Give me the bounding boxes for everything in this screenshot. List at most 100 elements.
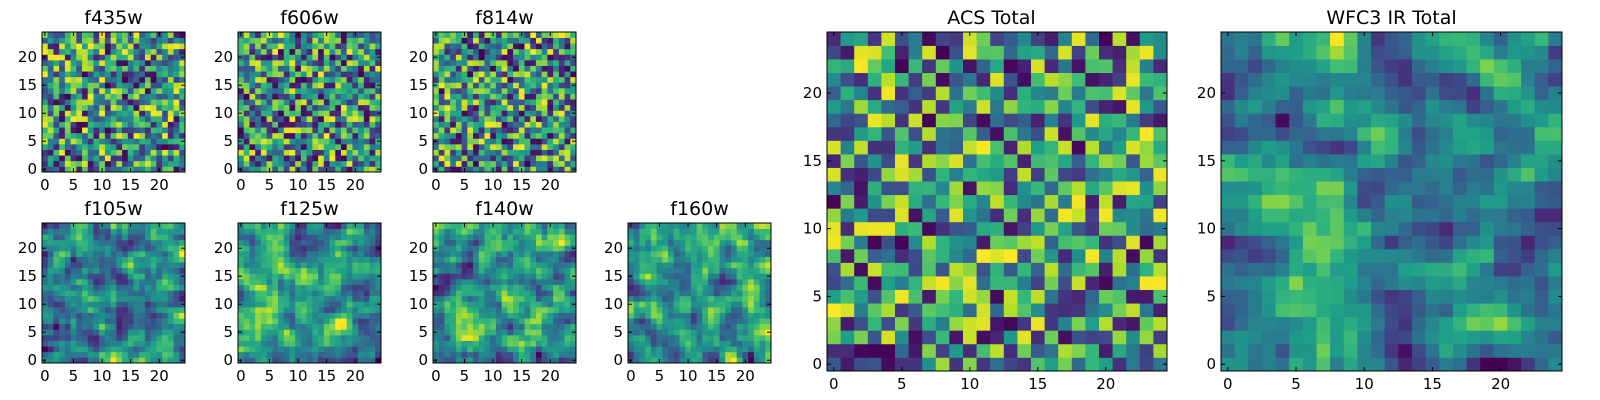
y-tick-label: 20 xyxy=(409,48,428,66)
heatmap-cell xyxy=(122,239,129,246)
heatmap-cell xyxy=(553,121,560,128)
heatmap-cell xyxy=(564,228,571,235)
heatmap-cell xyxy=(346,99,353,106)
heatmap-cell xyxy=(696,273,703,280)
heatmap-cell xyxy=(238,43,245,50)
heatmap-cell xyxy=(179,312,186,319)
heatmap-cell xyxy=(558,104,565,111)
heatmap-cell xyxy=(679,301,686,308)
heatmap-cell xyxy=(696,245,703,252)
heatmap-cell xyxy=(438,160,445,167)
heatmap-cell xyxy=(473,65,480,72)
heatmap-cell xyxy=(685,239,692,246)
heatmap-cell xyxy=(167,335,174,341)
heatmap-cell xyxy=(867,330,882,345)
heatmap-cell xyxy=(461,82,468,89)
heatmap-cell xyxy=(685,256,692,263)
heatmap-cell xyxy=(748,318,755,325)
heatmap-cell xyxy=(495,54,502,61)
heatmap-cell xyxy=(570,116,577,122)
heatmap-cell xyxy=(59,155,66,162)
heatmap-cell xyxy=(300,121,307,128)
heatmap-cell xyxy=(518,71,525,78)
heatmap-cell xyxy=(260,279,267,285)
heatmap-cell xyxy=(963,357,977,372)
heatmap-cell xyxy=(467,88,474,94)
heatmap-cell xyxy=(110,144,117,150)
heatmap-cell xyxy=(518,312,525,319)
heatmap-cell xyxy=(104,65,111,72)
heatmap-cell xyxy=(116,93,123,100)
heatmap-cell xyxy=(444,144,451,150)
heatmap-cell xyxy=(650,223,657,229)
heatmap-cell xyxy=(144,37,152,44)
heatmap-cell xyxy=(272,60,279,66)
heatmap-cell xyxy=(450,99,457,106)
heatmap-cell xyxy=(110,318,117,325)
heatmap-cell xyxy=(47,48,54,55)
heatmap-cell xyxy=(306,93,313,100)
heatmap-cell xyxy=(340,351,348,358)
heatmap-cell xyxy=(116,295,123,302)
heatmap-cell xyxy=(82,329,89,336)
heatmap-cell xyxy=(558,256,565,263)
heatmap-cell xyxy=(283,234,290,241)
heatmap-cell xyxy=(450,357,457,364)
heatmap-cell xyxy=(300,279,307,285)
heatmap-cell xyxy=(306,65,313,72)
heatmap-cell xyxy=(963,221,977,236)
heatmap-cell xyxy=(110,273,117,280)
heatmap-cell xyxy=(467,284,474,291)
heatmap-cell xyxy=(748,262,755,269)
heatmap-cell xyxy=(535,160,543,167)
heatmap-cell xyxy=(495,329,502,336)
heatmap-cell xyxy=(139,54,146,61)
heatmap-cell xyxy=(318,284,325,291)
heatmap-cell xyxy=(255,295,262,302)
heatmap-cell xyxy=(558,307,565,313)
heatmap-cell xyxy=(167,149,174,156)
heatmap-cell xyxy=(53,357,60,364)
heatmap-cell xyxy=(323,110,330,117)
heatmap-cell xyxy=(87,138,94,145)
heatmap-cell xyxy=(82,262,89,269)
heatmap-cell xyxy=(501,88,508,94)
heatmap-cell xyxy=(535,223,543,229)
heatmap-cell xyxy=(76,284,83,291)
heatmap-cell xyxy=(295,121,302,128)
heatmap-cell xyxy=(300,76,307,83)
heatmap-cell xyxy=(455,290,462,297)
heatmap-cell xyxy=(340,312,348,319)
heatmap-cell xyxy=(570,104,577,111)
heatmap-cell xyxy=(122,166,129,173)
heatmap-cell xyxy=(1126,289,1141,304)
heatmap-cell xyxy=(340,88,348,94)
heatmap-cell xyxy=(455,110,462,117)
heatmap-cell xyxy=(283,335,290,341)
heatmap-cell xyxy=(139,48,146,55)
heatmap-cell xyxy=(104,284,111,291)
heatmap-cell xyxy=(150,234,157,241)
heatmap-cell xyxy=(70,239,77,246)
heatmap-cell xyxy=(713,312,720,319)
heatmap-cell xyxy=(283,256,290,263)
heatmap-cell xyxy=(260,234,267,241)
heatmap-cell xyxy=(461,279,468,285)
heatmap-cell xyxy=(238,144,245,150)
heatmap-cell xyxy=(369,149,376,156)
heatmap-cell xyxy=(110,149,117,156)
heatmap-cell xyxy=(553,267,560,274)
heatmap-cell xyxy=(70,329,77,336)
heatmap-cell xyxy=(329,127,336,134)
heatmap-cell xyxy=(346,267,353,274)
heatmap-cell xyxy=(375,223,382,229)
heatmap-cell xyxy=(433,127,440,134)
heatmap-cell xyxy=(323,65,330,72)
heatmap-cell xyxy=(450,110,457,117)
heatmap-cell xyxy=(541,340,548,347)
heatmap-cell xyxy=(76,329,83,336)
heatmap-cell xyxy=(668,301,675,308)
heatmap-cell xyxy=(1044,289,1059,304)
heatmap-cell xyxy=(513,273,520,280)
heatmap-cell xyxy=(530,149,537,156)
